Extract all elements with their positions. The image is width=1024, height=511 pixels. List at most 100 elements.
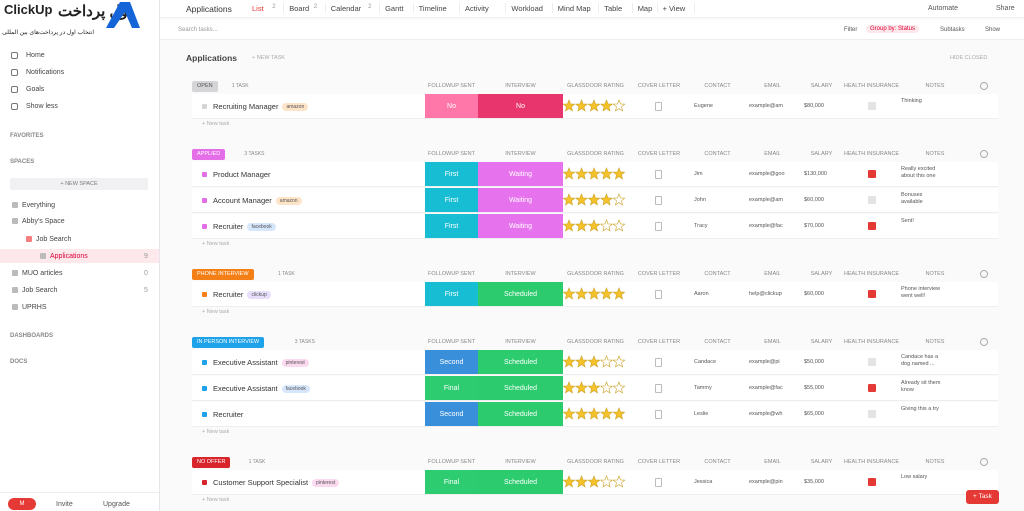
followup-cell[interactable]: Final (425, 376, 478, 400)
status-pill[interactable]: NO OFFER (192, 457, 231, 468)
followup-cell[interactable]: Final (425, 470, 478, 494)
cover-letter-icon[interactable] (655, 222, 662, 231)
view-tab[interactable]: Board (289, 4, 310, 13)
view-tab[interactable]: List (252, 4, 264, 13)
health-checkbox[interactable] (868, 102, 876, 110)
interview-cell[interactable]: Waiting (478, 214, 563, 238)
rating[interactable] (563, 381, 628, 395)
section[interactable]: FAVORITES (10, 133, 44, 139)
automate[interactable]: Automate (928, 5, 958, 12)
task-name[interactable]: Recruiting Manager amazon (213, 102, 309, 111)
sidebar-item[interactable]: UPRHS (22, 304, 47, 311)
invite[interactable]: Invite (56, 501, 73, 508)
followup-cell[interactable]: First (425, 282, 478, 306)
health-checkbox[interactable] (868, 290, 876, 298)
task-title[interactable]: Executive Assistant (213, 384, 278, 393)
sidebar-item[interactable]: Abby's Space (22, 218, 65, 225)
nav-item[interactable]: Home (26, 52, 45, 59)
followup-cell[interactable]: First (425, 214, 478, 238)
upgrade[interactable]: Upgrade (103, 501, 130, 508)
section[interactable]: SPACES (10, 159, 35, 165)
section[interactable]: DASHBOARDS (10, 333, 54, 339)
search[interactable]: Search tasks... (178, 27, 218, 33)
task-title[interactable]: Recruiting Manager (213, 102, 279, 111)
task-name[interactable]: Executive Assistant pinterest (213, 358, 309, 367)
sidebar-item[interactable]: Applications (50, 253, 88, 260)
rating[interactable] (563, 193, 628, 207)
health-checkbox[interactable] (868, 478, 876, 486)
task-title[interactable]: Executive Assistant (213, 358, 278, 367)
task-title[interactable]: Account Manager (213, 196, 272, 205)
view-tab[interactable]: Workload (511, 4, 543, 13)
view-tab[interactable]: Timeline (418, 4, 447, 13)
tag[interactable]: amazon (282, 102, 309, 111)
health-checkbox[interactable] (868, 384, 876, 392)
task-name[interactable]: Recruiter (213, 410, 243, 419)
view-tab[interactable]: Activity (465, 4, 489, 13)
rating[interactable] (563, 407, 628, 421)
health-checkbox[interactable] (868, 410, 876, 418)
tag[interactable]: amazon (275, 196, 302, 205)
followup-cell[interactable]: Second (425, 402, 478, 426)
interview-cell[interactable]: Scheduled (478, 470, 563, 494)
followup-cell[interactable]: Second (425, 350, 478, 374)
cover-letter-icon[interactable] (655, 358, 662, 367)
status-pill[interactable]: OPEN (192, 81, 218, 92)
new-space[interactable]: + NEW SPACE (10, 178, 148, 190)
tag[interactable]: pinterest (312, 478, 340, 487)
task-title[interactable]: Product Manager (213, 170, 271, 179)
add-column[interactable] (980, 458, 988, 466)
add-column[interactable] (980, 150, 988, 158)
task-name[interactable]: Executive Assistant facebook (213, 384, 310, 393)
hide-closed[interactable]: HIDE CLOSED (950, 55, 988, 61)
interview-cell[interactable]: Scheduled (478, 376, 563, 400)
interview-cell[interactable]: Waiting (478, 188, 563, 212)
rating[interactable] (563, 355, 628, 369)
task-name[interactable]: Product Manager (213, 170, 271, 179)
followup-cell[interactable]: No (425, 94, 478, 118)
add-column[interactable] (980, 82, 988, 90)
status-pill[interactable]: APPLIED (192, 149, 226, 160)
row-new-task[interactable]: + New task (202, 309, 230, 315)
row-new-task[interactable]: + New task (202, 121, 230, 127)
rating[interactable] (563, 287, 628, 301)
nav-item[interactable]: Notifications (26, 69, 65, 76)
fab[interactable]: + Task (966, 490, 999, 504)
tag[interactable]: facebook (247, 222, 276, 231)
show[interactable]: Show (985, 27, 1001, 33)
cover-letter-icon[interactable] (655, 170, 662, 179)
row-new-task[interactable]: + New task (202, 429, 230, 435)
status-pill[interactable]: IN PERSON INTERVIEW (192, 337, 265, 348)
status-pill[interactable]: PHONE INTERVIEW (192, 269, 254, 280)
tag[interactable]: clickup (247, 290, 271, 299)
add-column[interactable] (980, 270, 988, 278)
task-title[interactable]: Recruiter (213, 410, 244, 419)
new-task[interactable]: + NEW TASK (252, 55, 285, 61)
rating[interactable] (563, 99, 628, 113)
filter[interactable]: Filter (844, 27, 858, 33)
interview-cell[interactable]: Scheduled (478, 402, 563, 426)
cover-letter-icon[interactable] (655, 290, 662, 299)
task-name[interactable]: Recruiter clickup (213, 290, 271, 299)
rating[interactable] (563, 167, 628, 181)
nav-item[interactable]: Goals (26, 86, 45, 93)
sidebar-item[interactable]: MUO articles (22, 270, 63, 277)
view-tab[interactable]: Map (637, 4, 653, 13)
followup-cell[interactable]: First (425, 162, 478, 186)
avatar[interactable]: M (8, 498, 36, 510)
rating[interactable] (563, 475, 628, 489)
nav-item[interactable]: Show less (26, 103, 58, 110)
health-checkbox[interactable] (868, 222, 876, 230)
cover-letter-icon[interactable] (655, 384, 662, 393)
task-title[interactable]: Recruiter (213, 222, 244, 231)
task-name[interactable]: Customer Support Specialist pinterest (213, 478, 340, 487)
health-checkbox[interactable] (868, 196, 876, 204)
task-name[interactable]: Account Manager amazon (213, 196, 302, 205)
followup-cell[interactable]: First (425, 188, 478, 212)
interview-cell[interactable]: No (478, 94, 563, 118)
view-tab[interactable]: Mind Map (557, 4, 591, 13)
cover-letter-icon[interactable] (655, 102, 662, 111)
view-tab[interactable]: + View (662, 4, 686, 13)
health-checkbox[interactable] (868, 170, 876, 178)
group-by[interactable]: Group by: Status (866, 25, 920, 33)
